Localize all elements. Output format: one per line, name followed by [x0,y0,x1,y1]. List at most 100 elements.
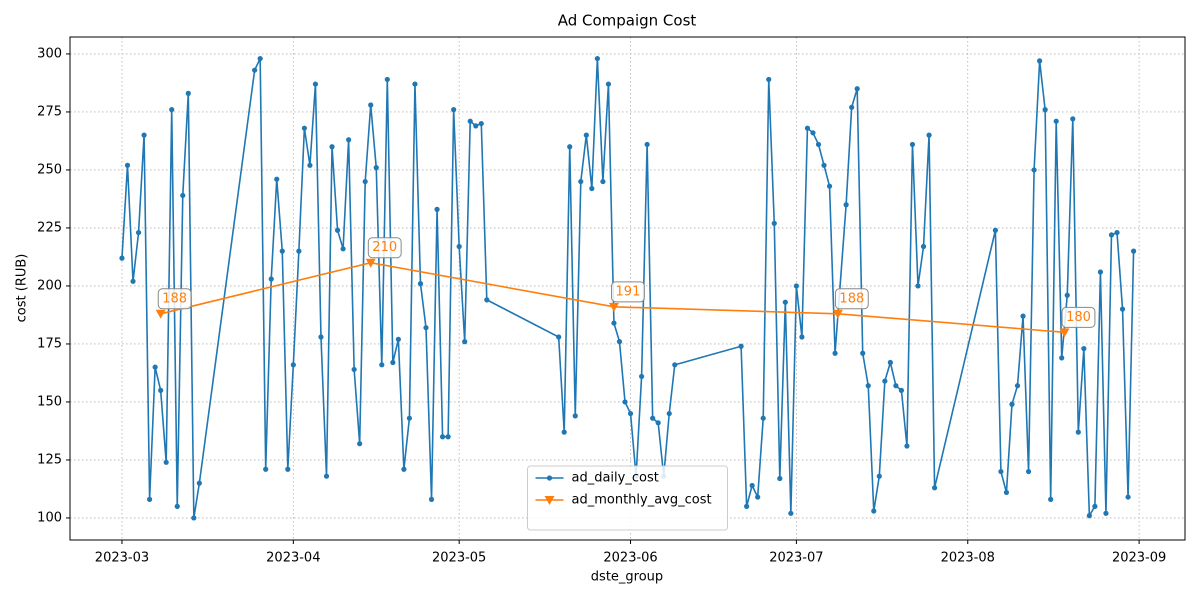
marker [589,185,595,192]
marker [992,227,998,233]
y-tick-label: 150 [37,394,62,409]
marker [655,420,661,426]
marker [478,120,484,127]
marker [285,466,291,472]
y-tick-label: 175 [37,336,62,351]
marker [155,309,166,319]
marker [417,281,424,287]
marker [412,81,418,87]
marker [1048,496,1054,502]
marker [544,496,555,505]
marker [334,227,341,233]
marker [351,366,357,373]
marker [1042,107,1048,113]
marker [1064,292,1070,298]
x-tick-label: 2023-07 [769,551,823,566]
marker [1075,429,1081,435]
marker [611,320,617,326]
y-tick-label: 200 [37,278,62,293]
marker [365,258,376,268]
annotation: 188 [157,288,192,310]
marker [147,496,153,502]
marker [1053,118,1059,124]
marker [622,399,628,405]
marker [191,515,197,521]
marker [931,485,938,491]
marker [871,508,877,514]
marker [578,178,584,185]
marker [141,132,147,138]
marker [169,107,175,113]
marker [296,248,302,254]
marker [793,283,799,289]
marker [373,165,379,171]
marker [1097,269,1104,275]
marker [605,81,612,87]
marker [423,325,429,331]
marker [777,475,783,482]
y-tick-label: 100 [37,510,62,525]
marker [484,297,490,303]
marker [788,510,794,516]
marker [268,276,274,282]
marker [998,468,1004,475]
annotation-label: 210 [372,240,397,255]
marker [832,350,838,356]
marker [744,503,750,509]
annotation-label: 188 [839,291,864,306]
marker [329,144,335,150]
marker [1119,306,1126,312]
legend-label: ad_monthly_avg_cost [572,493,712,508]
x-tick-label: 2023-05 [432,551,486,566]
marker [462,339,468,345]
marker [301,125,307,131]
marker [627,410,634,417]
marker [473,123,479,129]
marker [362,178,368,185]
marker [865,383,871,389]
plot-frame [69,36,1186,541]
annotation-label: 180 [1066,310,1091,325]
marker [920,243,927,250]
x-axis-label: dste_group [591,570,663,585]
marker [257,55,263,62]
marker [766,76,772,83]
marker [279,248,285,254]
marker [451,107,457,113]
marker [158,387,164,393]
marker [163,459,169,465]
marker [666,410,672,417]
marker [434,206,440,212]
marker [644,141,650,148]
marker [860,350,866,356]
marker [1130,248,1137,254]
marker [263,466,269,472]
chart-title: Ad Compaign Cost [558,12,697,30]
y-tick-label: 300 [37,46,62,61]
marker [346,137,352,143]
annotation-box [611,281,645,303]
marker [390,359,396,366]
marker [594,55,600,62]
marker [909,141,916,148]
marker [815,141,822,148]
marker [467,118,473,124]
marker [915,283,921,289]
marker [556,334,562,340]
marker [843,202,849,208]
marker [650,415,656,421]
marker [616,339,623,345]
marker [130,278,136,284]
annotation: 180 [1061,306,1096,328]
marker [1070,116,1076,122]
marker [826,183,833,189]
marker [849,104,855,110]
annotation-box [834,288,869,310]
x-tick-label: 2023-09 [1112,551,1166,566]
legend-box [527,465,728,531]
marker [738,343,744,349]
marker [290,362,296,368]
annotation-label: 188 [162,291,187,306]
marker [1003,489,1010,496]
